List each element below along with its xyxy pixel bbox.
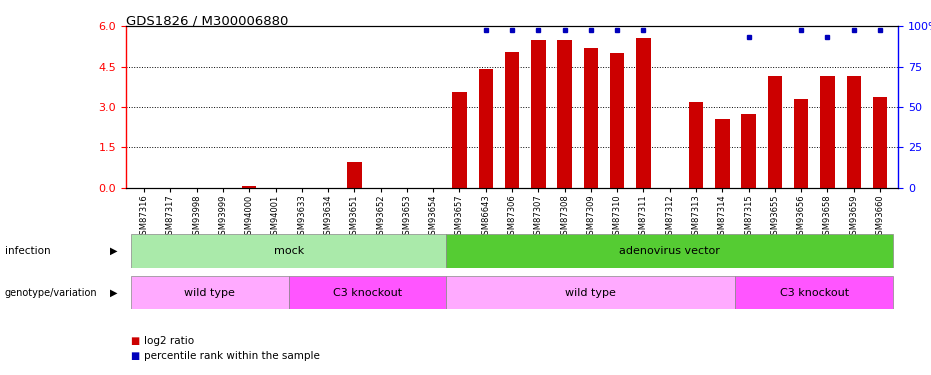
Bar (531, 40, 546, 188)
Bar (446, 234, 893, 268)
Bar (715, 119, 730, 188)
Text: ▶: ▶ (110, 288, 117, 297)
Bar (505, 52, 519, 188)
Text: genotype/variation: genotype/variation (5, 288, 97, 297)
Bar (446, 276, 735, 309)
Text: log2 ratio: log2 ratio (144, 336, 195, 346)
Text: GDS1826 / M300006880: GDS1826 / M300006880 (126, 15, 288, 28)
Text: adenovirus vector: adenovirus vector (619, 246, 721, 256)
Text: ■: ■ (130, 336, 140, 346)
Text: wild type: wild type (565, 288, 616, 297)
Bar (689, 102, 703, 188)
Text: wild type: wild type (184, 288, 236, 297)
Bar (131, 276, 289, 309)
Bar (846, 76, 861, 188)
Bar (242, 186, 256, 188)
Text: C3 knockout: C3 knockout (780, 288, 849, 297)
Bar (347, 162, 361, 188)
Bar (820, 76, 835, 188)
Text: infection: infection (5, 246, 50, 256)
Bar (610, 53, 625, 188)
Bar (741, 114, 756, 188)
Bar (131, 234, 446, 268)
Text: ■: ■ (130, 351, 140, 361)
Bar (584, 48, 598, 188)
Bar (452, 92, 466, 188)
Bar (872, 98, 887, 188)
Bar (768, 76, 782, 188)
Bar (558, 40, 572, 188)
Bar (479, 69, 493, 188)
Text: mock: mock (274, 246, 304, 256)
Bar (794, 99, 808, 188)
Text: percentile rank within the sample: percentile rank within the sample (144, 351, 320, 361)
Bar (636, 38, 651, 188)
Text: ▶: ▶ (110, 246, 117, 256)
Text: C3 knockout: C3 knockout (333, 288, 402, 297)
Bar (735, 276, 893, 309)
Bar (289, 276, 446, 309)
